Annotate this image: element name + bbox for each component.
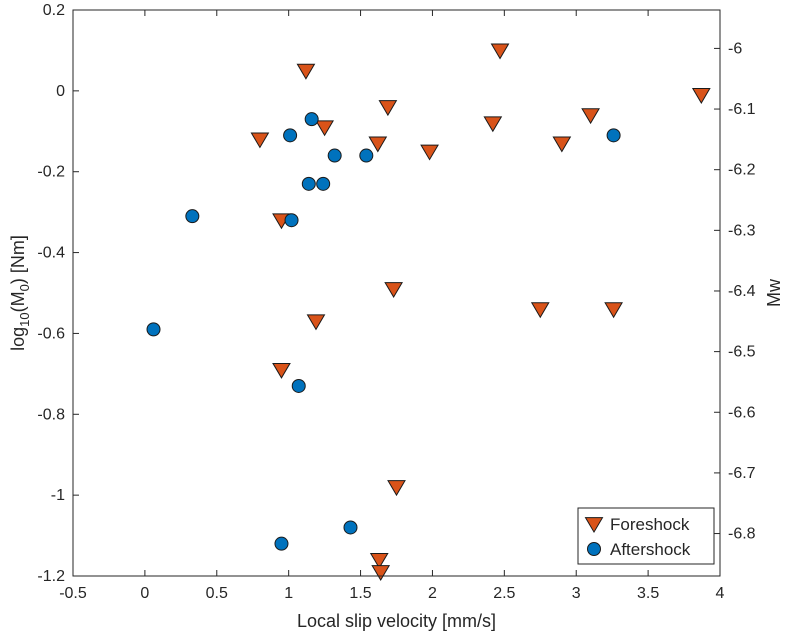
axis-ticks: -0.5 0 0.5 1 1.5 2 2.5 3 3.5 4 0.2 0 -0.2 -0.4 -0.6 -0.… bbox=[37, 2, 755, 602]
y-tick-label: -0.2 bbox=[37, 164, 65, 181]
y-axis-title-sub: 10 bbox=[17, 312, 32, 326]
aftershock-marker bbox=[304, 112, 319, 127]
legend-foreshock-marker bbox=[584, 517, 604, 534]
legend-entry-label: Foreshock bbox=[610, 515, 690, 534]
foreshock-marker bbox=[530, 302, 550, 319]
y-axis-title-sub2: 0 bbox=[17, 284, 32, 291]
aftershock-marker bbox=[283, 128, 298, 143]
x-tick-label: 1.5 bbox=[349, 585, 371, 602]
foreshock-marker bbox=[483, 116, 503, 133]
y-tick-label: -1 bbox=[51, 487, 65, 504]
legend-aftershock-marker bbox=[587, 542, 601, 556]
y-tick-label: -0.4 bbox=[37, 245, 65, 262]
x-tick-label: 3 bbox=[572, 585, 581, 602]
y-tick-label: 0.2 bbox=[43, 2, 65, 19]
y-tick-label: -1.2 bbox=[37, 568, 65, 585]
foreshock-marker bbox=[581, 108, 600, 125]
aftershock-marker bbox=[327, 148, 342, 163]
y2-tick-label: -6.5 bbox=[728, 344, 756, 361]
x-tick-label: 1 bbox=[284, 585, 293, 602]
x-tick-label: 2.5 bbox=[493, 585, 515, 602]
y2-tick-label: -6 bbox=[728, 40, 742, 57]
y2-tick-label: -6.6 bbox=[728, 404, 756, 421]
foreshock-marker bbox=[272, 362, 291, 379]
aftershock-marker bbox=[316, 176, 331, 191]
legend-entry-label: Aftershock bbox=[610, 540, 691, 559]
foreshock-marker bbox=[691, 88, 711, 104]
right-y-axis-title: Mw bbox=[764, 278, 784, 307]
y-tick-label: 0 bbox=[56, 83, 65, 100]
x-tick-label: 0 bbox=[140, 585, 149, 602]
foreshock-marker bbox=[490, 43, 510, 60]
aftershock-marker bbox=[291, 378, 306, 393]
foreshock-marker bbox=[306, 314, 326, 331]
foreshock-marker bbox=[420, 144, 439, 161]
aftershock-marker bbox=[185, 209, 200, 224]
y-axis-title: log10(M0) [Nm] bbox=[8, 235, 32, 351]
y2-tick-label: -6.4 bbox=[728, 283, 756, 300]
aftershock-marker bbox=[301, 176, 316, 191]
y-axis-title-mid: (M bbox=[8, 291, 28, 312]
aftershock-marker bbox=[274, 536, 289, 551]
foreshock-marker bbox=[250, 132, 270, 149]
foreshock-marker bbox=[368, 136, 388, 153]
aftershock-marker bbox=[343, 520, 358, 535]
foreshock-marker bbox=[296, 63, 316, 80]
aftershock-marker bbox=[606, 128, 621, 143]
foreshock-marker bbox=[384, 282, 403, 299]
foreshock-marker bbox=[552, 136, 572, 153]
x-tick-label: -0.5 bbox=[59, 585, 87, 602]
y-axis-title-base: log bbox=[8, 327, 28, 351]
y2-tick-label: -6.7 bbox=[728, 465, 756, 482]
y2-tick-label: -6.1 bbox=[728, 101, 756, 118]
aftershock-marker bbox=[359, 148, 374, 163]
y-axis-title-end: ) [Nm] bbox=[8, 235, 28, 284]
x-tick-label: 0.5 bbox=[206, 585, 228, 602]
foreshock-marker bbox=[371, 565, 391, 582]
foreshock-marker bbox=[369, 552, 389, 569]
foreshock-marker bbox=[315, 120, 334, 137]
plot-frame bbox=[72, 9, 721, 577]
foreshock-marker bbox=[604, 302, 623, 319]
foreshock-marker bbox=[378, 100, 398, 117]
x-tick-label: 3.5 bbox=[637, 585, 659, 602]
y-tick-label: -0.8 bbox=[37, 406, 65, 423]
data-markers bbox=[146, 43, 711, 582]
y2-tick-label: -6.8 bbox=[728, 526, 756, 543]
aftershock-marker bbox=[146, 322, 161, 337]
y-tick-label: -0.6 bbox=[37, 325, 65, 342]
legend: Foreshock Aftershock bbox=[577, 507, 715, 565]
y2-tick-label: -6.3 bbox=[728, 222, 756, 239]
y2-tick-label: -6.2 bbox=[728, 162, 756, 179]
x-tick-label: 2 bbox=[428, 585, 437, 602]
x-tick-label: 4 bbox=[716, 585, 725, 602]
x-axis-title: Local slip velocity [mm/s] bbox=[297, 611, 496, 631]
aftershock-marker bbox=[284, 213, 299, 228]
foreshock-marker bbox=[387, 480, 406, 497]
